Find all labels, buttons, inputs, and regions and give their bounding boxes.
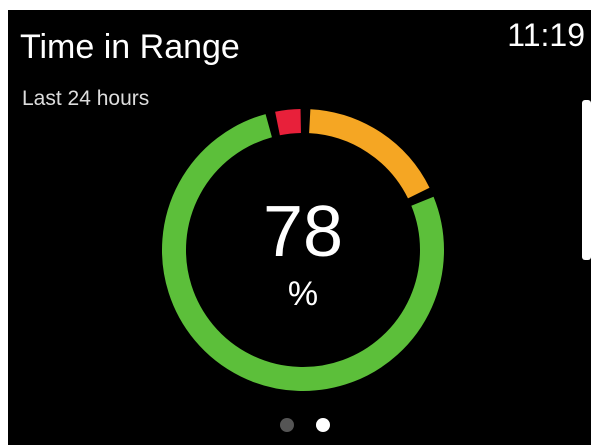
center-value: 78: [263, 192, 343, 272]
clock: 11:19: [507, 17, 585, 53]
next-page-edge: [582, 100, 591, 260]
page-dot-active[interactable]: [316, 418, 330, 432]
page-dot[interactable]: [280, 418, 294, 432]
title: Time in Range: [20, 28, 240, 66]
subtitle: Last 24 hours: [22, 87, 149, 110]
donut-segment: [162, 114, 444, 391]
center-unit: %: [288, 275, 318, 313]
donut: [162, 109, 444, 391]
donut-segment: [275, 109, 302, 136]
donut-segment: [308, 109, 430, 199]
